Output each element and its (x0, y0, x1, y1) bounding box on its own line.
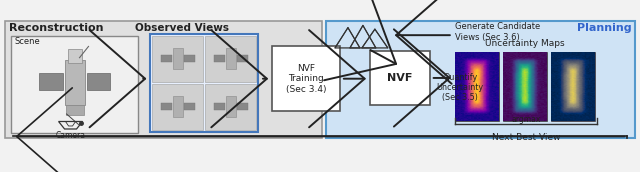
Bar (226, 96, 236, 117)
Text: Reconstruction: Reconstruction (9, 23, 103, 33)
Text: Next Best View: Next Best View (492, 133, 560, 142)
Bar (184, 103, 195, 110)
Bar (86, 73, 111, 90)
Text: argmax: argmax (511, 115, 541, 124)
Bar (68, 49, 81, 63)
Bar (65, 60, 84, 105)
Bar (272, 46, 340, 111)
Bar (326, 21, 636, 138)
Text: Scene: Scene (15, 37, 40, 46)
Bar (65, 105, 83, 115)
Bar (38, 73, 63, 90)
Text: Camera: Camera (56, 131, 86, 140)
Bar (552, 52, 595, 121)
Text: Uncertainty Maps: Uncertainty Maps (485, 39, 565, 48)
Bar (237, 55, 248, 62)
Bar (152, 84, 204, 131)
Bar (173, 48, 183, 69)
Bar (205, 84, 256, 131)
Bar (454, 52, 499, 121)
Bar (11, 36, 138, 133)
Bar (184, 55, 195, 62)
Bar (173, 96, 183, 117)
Bar (226, 48, 236, 69)
Bar (370, 51, 430, 105)
Bar (205, 36, 256, 82)
Bar (214, 103, 225, 110)
Text: NVF
Training
(Sec 3.4): NVF Training (Sec 3.4) (286, 64, 326, 94)
Text: NVF: NVF (387, 73, 413, 83)
Text: Generate Candidate
Views (Sec 3.6): Generate Candidate Views (Sec 3.6) (454, 22, 540, 42)
Text: Quantify
Uncertainty
(Sec 3.5): Quantify Uncertainty (Sec 3.5) (436, 73, 484, 103)
Bar (150, 34, 258, 132)
Text: Planning: Planning (577, 23, 631, 33)
Bar (214, 55, 225, 62)
Bar (502, 52, 547, 121)
Bar (152, 36, 204, 82)
Bar (4, 21, 322, 138)
Bar (161, 55, 172, 62)
Bar (161, 103, 172, 110)
Bar (237, 103, 248, 110)
Text: Observed Views: Observed Views (135, 23, 229, 33)
